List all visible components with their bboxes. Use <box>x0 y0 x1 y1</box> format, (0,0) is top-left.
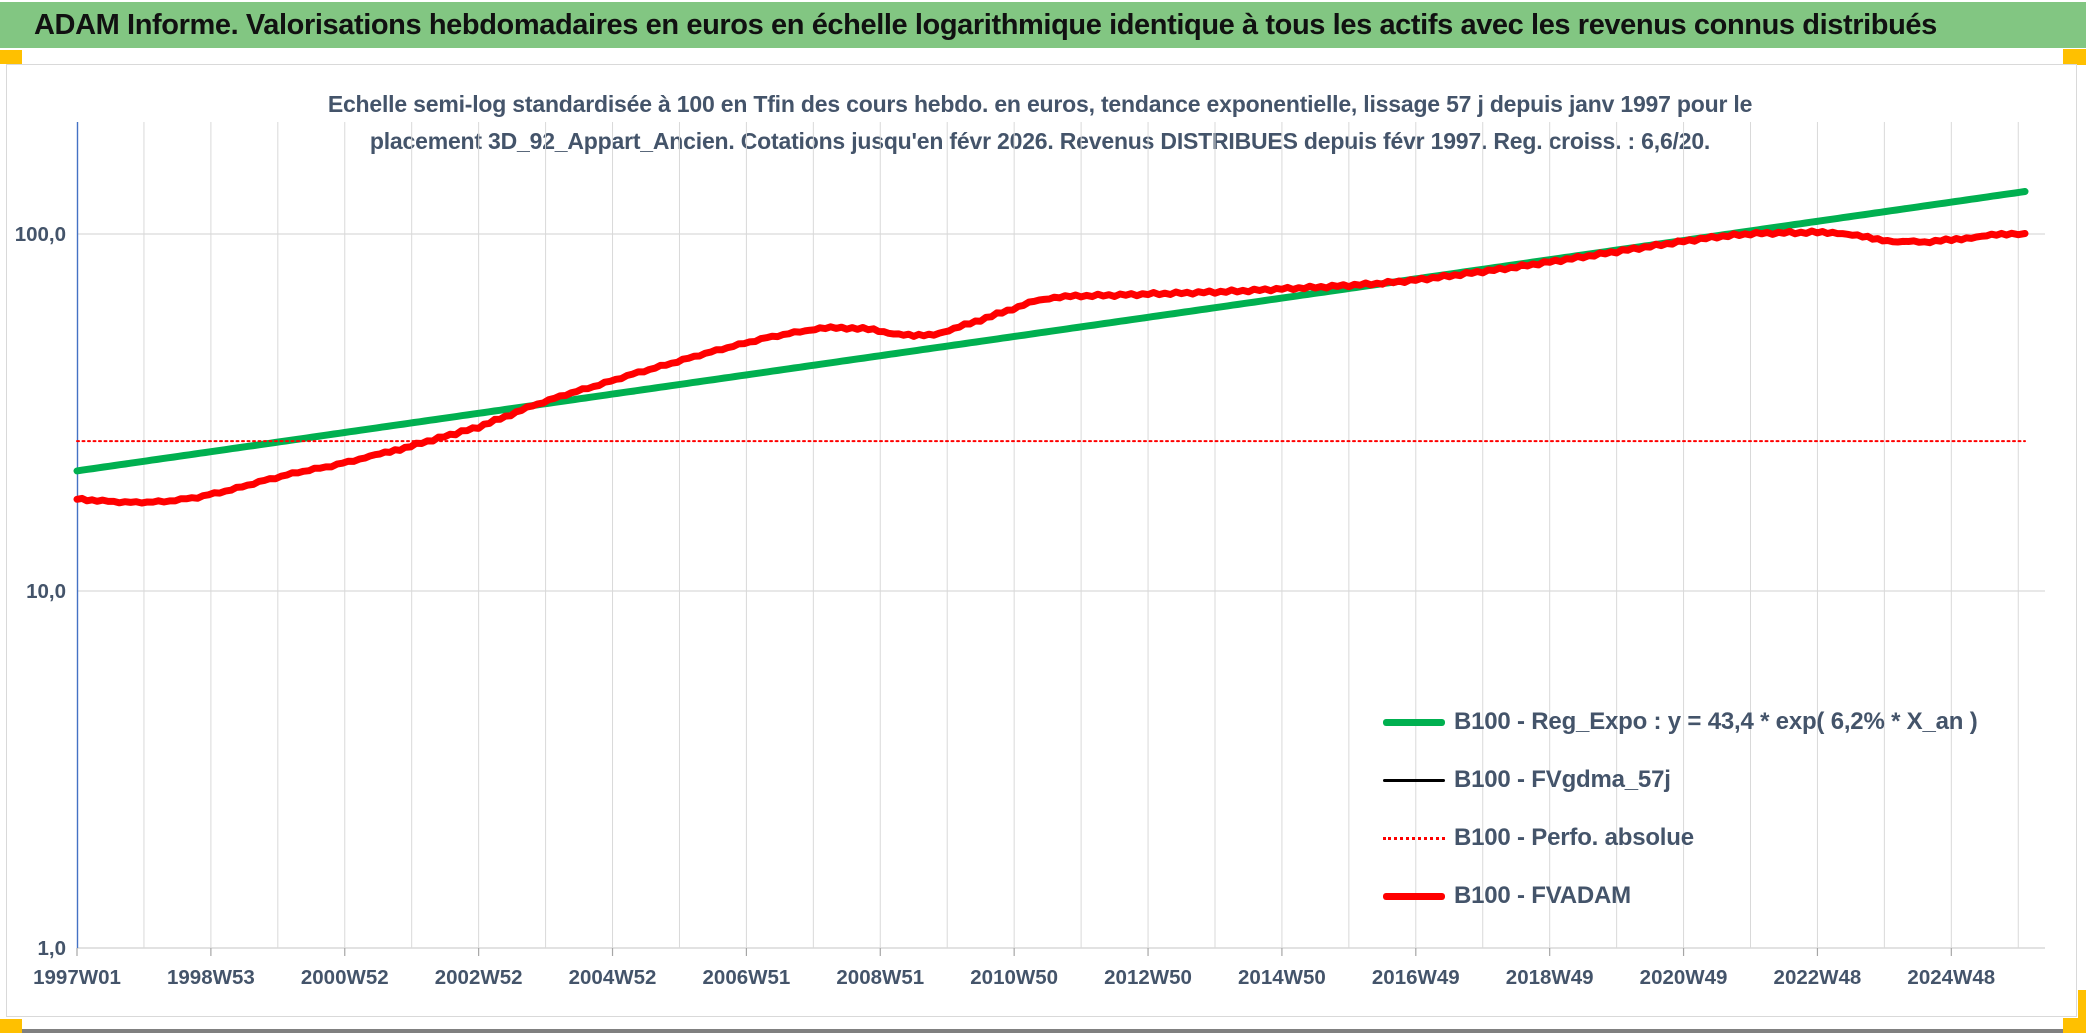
y-axis-label: 10,0 <box>26 580 66 603</box>
header-bar: ADAM Informe. Valorisations hebdomadaire… <box>0 2 2086 48</box>
x-axis-label: 2008W51 <box>836 966 924 989</box>
x-axis-label: 1998W53 <box>167 966 255 989</box>
legend-label: B100 - FVADAM <box>1454 882 1631 909</box>
corner-accent-bottom-left <box>0 1019 22 1033</box>
chart-title-line2: placement 3D_92_Appart_Ancien. Cotations… <box>369 128 1711 154</box>
page-title: ADAM Informe. Valorisations hebdomadaire… <box>34 8 1937 41</box>
series-line[interactable] <box>75 231 2027 504</box>
x-axis-label: 2016W49 <box>1372 966 1460 989</box>
legend-label: B100 - FVgdma_57j <box>1454 766 1671 793</box>
x-axis-label: 2010W50 <box>970 966 1058 989</box>
edge-accent-right <box>2078 990 2086 1033</box>
chart-legend: B100 - Reg_Expo : y = 43,4 * exp( 6,2% *… <box>1383 693 1978 925</box>
legend-item-reg-expo[interactable]: B100 - Reg_Expo : y = 43,4 * exp( 6,2% *… <box>1383 693 1978 751</box>
corner-accent-top-left <box>0 50 22 64</box>
legend-item-perfo-absolue[interactable]: B100 - Perfo. absolue <box>1383 809 1978 867</box>
x-axis-label: 2004W52 <box>569 966 657 989</box>
x-axis-label: 1997W01 <box>33 966 121 989</box>
bottom-divider <box>22 1029 2063 1033</box>
legend-item-fvgdma[interactable]: B100 - FVgdma_57j <box>1383 751 1978 809</box>
legend-label: B100 - Perfo. absolue <box>1454 824 1694 851</box>
x-axis-label: 2018W49 <box>1506 966 1594 989</box>
x-axis-label: 2024W48 <box>1907 966 1995 989</box>
series-line[interactable] <box>73 227 2029 507</box>
legend-item-fvadam[interactable]: B100 - FVADAM <box>1383 867 1978 925</box>
x-axis-label: 2006W51 <box>703 966 791 989</box>
x-axis-label: 2002W52 <box>435 966 523 989</box>
x-axis-label: 2014W50 <box>1238 966 1326 989</box>
legend-swatch-fvadam <box>1383 892 1445 900</box>
corner-accent-top-right <box>2063 49 2086 65</box>
legend-swatch-reg-expo <box>1383 718 1445 726</box>
chart-area[interactable] <box>6 64 2077 1017</box>
legend-swatch-perfo-absolue <box>1383 836 1445 840</box>
y-axis-label: 1,0 <box>38 937 67 960</box>
x-axis-label: 2000W52 <box>301 966 389 989</box>
legend-swatch-fvgdma <box>1383 778 1445 782</box>
y-axis-label: 100,0 <box>15 223 66 246</box>
x-axis-label: 2020W49 <box>1640 966 1728 989</box>
legend-label: B100 - Reg_Expo : y = 43,4 * exp( 6,2% *… <box>1454 708 1978 735</box>
x-axis-label: 2022W48 <box>1774 966 1862 989</box>
chart-title: Echelle semi-log standardisée à 100 en T… <box>260 86 1820 160</box>
chart-title-line1: Echelle semi-log standardisée à 100 en T… <box>327 91 1753 117</box>
x-axis-label: 2012W50 <box>1104 966 1192 989</box>
